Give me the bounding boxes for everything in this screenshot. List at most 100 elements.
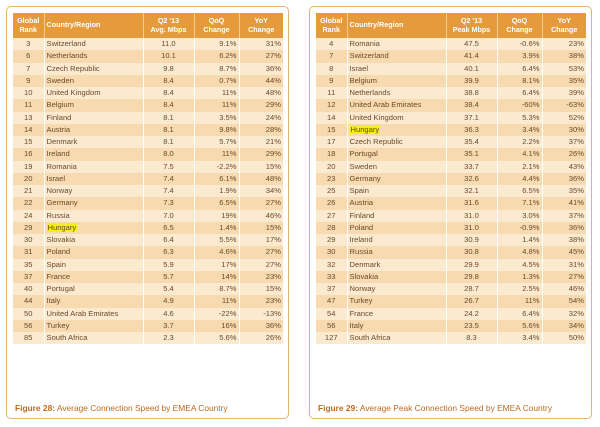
cell-global-rank: 13 <box>13 111 45 124</box>
cell-speed: 38.4 <box>446 99 498 112</box>
cell-country: Austria <box>44 123 144 136</box>
cell-country: Poland <box>44 246 144 259</box>
cell-qoq-change: 4.1% <box>497 148 543 161</box>
cell-yoy-change: 27% <box>239 258 283 271</box>
cell-speed: 5.7 <box>143 270 195 283</box>
cell-country: Turkey <box>44 319 144 332</box>
table-row: 40 Portugal 5.4 8.7% 15% <box>13 283 283 296</box>
table-row: 21 Norway 7.4 1.9% 34% <box>13 185 283 198</box>
cell-global-rank: 30 <box>316 246 348 259</box>
cell-qoq-change: 6.2% <box>194 50 240 63</box>
table-row: 29 Hungary 6.5 1.4% 15% <box>13 221 283 234</box>
cell-global-rank: 21 <box>13 185 45 198</box>
cell-global-rank: 56 <box>316 319 348 332</box>
cell-qoq-change: 11% <box>497 295 543 308</box>
cell-yoy-change: 35% <box>542 74 586 87</box>
cell-yoy-change: 23% <box>239 295 283 308</box>
cell-global-rank: 14 <box>316 111 348 124</box>
cell-yoy-change: 37% <box>542 209 586 222</box>
cell-speed: 30.8 <box>446 246 498 259</box>
cell-qoq-change: 5.7% <box>194 136 240 149</box>
cell-qoq-change: 11% <box>194 148 240 161</box>
figure-title: Average Peak Connection Speed by EMEA Co… <box>358 403 553 413</box>
table-row: 10 United Kingdom 8.4 11% 48% <box>13 87 283 100</box>
cell-speed: 2.3 <box>143 332 195 345</box>
cell-qoq-change: 6.1% <box>194 172 240 185</box>
cell-qoq-change: 11% <box>194 295 240 308</box>
cell-global-rank: 33 <box>316 270 348 283</box>
header-yoy-change: YoY Change <box>542 13 586 38</box>
cell-speed: 6.4 <box>143 234 195 247</box>
cell-country: Germany <box>347 172 447 185</box>
cell-qoq-change: 3.4% <box>497 123 543 136</box>
cell-country: Norway <box>44 185 144 198</box>
cell-yoy-change: 36% <box>239 319 283 332</box>
table-row: 26 Austria 31.6 7.1% 41% <box>316 197 586 210</box>
cell-speed: 33.7 <box>446 160 498 173</box>
highlighted-country: Hungary <box>46 222 78 232</box>
cell-global-rank: 11 <box>316 87 348 100</box>
table-row: 9 Sweden 8.4 0.7% 44% <box>13 74 283 87</box>
cell-global-rank: 16 <box>13 148 45 161</box>
cell-global-rank: 8 <box>316 62 348 75</box>
cell-global-rank: 9 <box>316 74 348 87</box>
table-row: 17 Czech Republic 35.4 2.2% 37% <box>316 136 586 149</box>
table-row: 13 Finland 8.1 3.5% 24% <box>13 111 283 124</box>
cell-yoy-change: 35% <box>542 185 586 198</box>
cell-country: Israel <box>347 62 447 75</box>
table-row: 6 Netherlands 10.1 6.2% 27% <box>13 50 283 63</box>
cell-global-rank: 28 <box>316 221 348 234</box>
cell-qoq-change: -0.9% <box>497 221 543 234</box>
cell-country: South Africa <box>44 332 144 345</box>
cell-qoq-change: 5.6% <box>497 319 543 332</box>
figure-caption: Figure 29: Average Peak Connection Speed… <box>318 403 552 413</box>
table-row: 23 Germany 32.6 4.4% 36% <box>316 172 586 185</box>
cell-global-rank: 26 <box>316 197 348 210</box>
cell-country: Norway <box>347 283 447 296</box>
header-country-region: Country/Region <box>44 13 144 38</box>
cell-country: Israel <box>44 172 144 185</box>
cell-country: United Arab Emirates <box>347 99 447 112</box>
cell-speed: 7.4 <box>143 185 195 198</box>
cell-yoy-change: 48% <box>239 87 283 100</box>
cell-yoy-change: 32% <box>542 307 586 320</box>
table-row: 15 Denmark 8.1 5.7% 21% <box>13 136 283 149</box>
table-row: 22 Germany 7.3 6.5% 27% <box>13 197 283 210</box>
cell-global-rank: 12 <box>316 99 348 112</box>
cell-yoy-change: 28% <box>239 123 283 136</box>
cell-country: Hungary <box>44 221 144 234</box>
cell-global-rank: 20 <box>13 172 45 185</box>
cell-country: Spain <box>44 258 144 271</box>
cell-speed: 7.3 <box>143 197 195 210</box>
cell-country: Ireland <box>347 234 447 247</box>
cell-global-rank: 40 <box>13 283 45 296</box>
cell-qoq-change: 1.9% <box>194 185 240 198</box>
table-header-row: Global Rank Country/Region Q2 '13 Peak Mbp… <box>316 13 586 38</box>
cell-yoy-change: 39% <box>542 87 586 100</box>
cell-yoy-change: 26% <box>542 148 586 161</box>
table-row: 20 Israel 7.4 6.1% 48% <box>13 172 283 185</box>
cell-global-rank: 18 <box>316 148 348 161</box>
cell-speed: 24.2 <box>446 307 498 320</box>
highlighted-country: Hungary <box>349 124 381 134</box>
cell-country: Russia <box>44 209 144 222</box>
cell-speed: 8.4 <box>143 74 195 87</box>
table-row: 44 Italy 4.9 11% 23% <box>13 295 283 308</box>
cell-speed: 35.4 <box>446 136 498 149</box>
table-row: 33 Slovakia 29.8 1.3% 27% <box>316 270 586 283</box>
cell-global-rank: 37 <box>13 270 45 283</box>
cell-yoy-change: 41% <box>542 197 586 210</box>
header-qoq-change: QoQ Change <box>194 13 240 38</box>
table-row: 31 Poland 6.3 4.6% 27% <box>13 246 283 259</box>
cell-yoy-change: 15% <box>239 221 283 234</box>
cell-yoy-change: 52% <box>542 111 586 124</box>
header-global-rank: Global Rank <box>316 13 348 38</box>
cell-country: Germany <box>44 197 144 210</box>
cell-qoq-change: 6.4% <box>497 62 543 75</box>
cell-country: Hungary <box>347 123 447 136</box>
table-body: 3 Switzerland 11.0 9.1% 31% 6 Netherlands 10.1 6… <box>13 38 283 345</box>
cell-qoq-change: 11% <box>194 99 240 112</box>
cell-yoy-change: 46% <box>239 209 283 222</box>
cell-qoq-change: 17% <box>194 258 240 271</box>
table-row: 32 Denmark 29.9 4.5% 31% <box>316 258 586 271</box>
